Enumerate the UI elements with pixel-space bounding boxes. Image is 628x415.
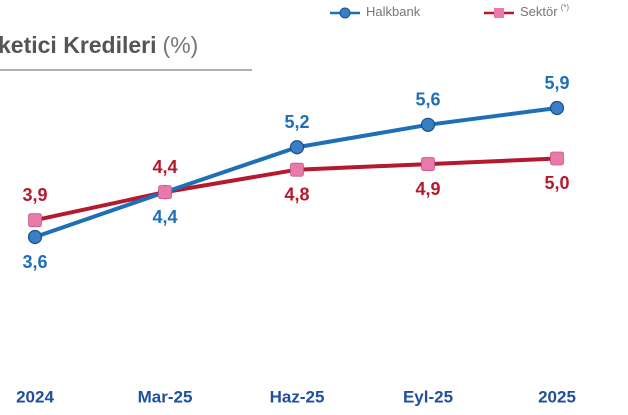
marker (27, 229, 43, 245)
data-label: 3,9 (22, 185, 47, 205)
chart-title: ketici Kredileri (%) (0, 32, 198, 58)
legend-name: Halkbank (366, 4, 421, 19)
data-label: 5,9 (544, 73, 569, 93)
x-tick-label: Eyl-25 (403, 387, 453, 406)
legend-marker (339, 7, 351, 19)
marker (421, 157, 435, 171)
marker (28, 213, 42, 228)
marker (550, 151, 564, 166)
legend-marker (494, 8, 504, 18)
x-tick-label: 2025 (538, 387, 576, 406)
marker (420, 117, 436, 132)
data-label: 5,0 (544, 173, 569, 193)
x-tick-label: 2024 (16, 387, 54, 406)
marker (289, 140, 305, 155)
data-label: 4,4 (152, 207, 177, 227)
data-label: 5,6 (415, 90, 440, 110)
legend-name: Sektör (520, 4, 558, 19)
x-tick-label: Haz-25 (270, 387, 325, 406)
x-tick-label: Mar-25 (138, 387, 193, 406)
data-label: 4,8 (284, 184, 309, 204)
legend-label: Halkbank (366, 4, 421, 19)
data-label: 3,6 (22, 252, 47, 272)
title-main: ketici Kredileri (0, 32, 157, 58)
data-label: 4,4 (152, 157, 177, 177)
title-unit: (%) (163, 32, 199, 58)
marker (158, 185, 172, 200)
data-label: 4,9 (415, 179, 440, 199)
marker (549, 100, 565, 116)
marker (290, 162, 304, 177)
data-label: 5,2 (284, 112, 309, 132)
legend-note: (*) (561, 3, 570, 12)
legend-label: Sektör (*) (520, 3, 569, 19)
